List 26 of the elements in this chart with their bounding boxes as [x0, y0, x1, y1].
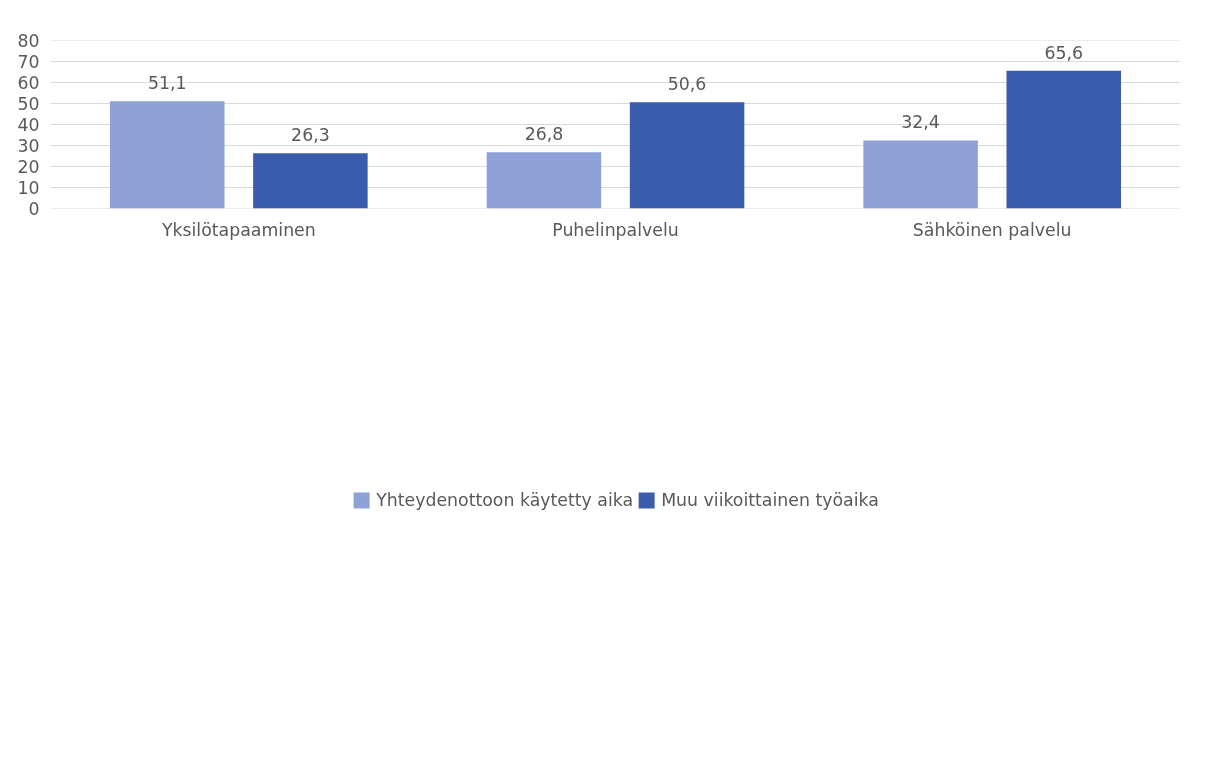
data-label: 50,6 — [667, 74, 707, 95]
x-tick-label: Puhelinpalvelu — [552, 219, 679, 240]
y-tick-label: 40 — [17, 115, 40, 135]
bar — [253, 153, 368, 209]
y-tick-label: 80 — [17, 31, 40, 51]
y-tick-label: 30 — [17, 136, 40, 156]
data-label: 32,4 — [901, 112, 940, 133]
data-label: 26,8 — [524, 124, 564, 145]
y-tick-label: 60 — [17, 73, 40, 93]
y-tick-label: 70 — [17, 52, 40, 72]
y-tick-label: 0 — [28, 199, 40, 219]
y-tick-label: 20 — [17, 157, 40, 177]
bar — [1006, 70, 1121, 209]
legend-label: Muu viikoittainen työaika — [661, 490, 879, 510]
y-tick-label: 10 — [17, 178, 40, 198]
legend-label: Yhteydenottoon käytetty aika — [376, 490, 634, 510]
data-label: 65,6 — [1044, 42, 1084, 63]
data-label: 51,1 — [147, 73, 187, 94]
bar — [486, 152, 602, 209]
data-label: 26,3 — [291, 125, 330, 146]
bar — [629, 102, 745, 209]
x-tick-label: Yksilötapaaminen — [160, 219, 316, 240]
x-tick-label: Sähköinen palvelu — [912, 219, 1072, 240]
y-tick-label: 50 — [17, 94, 40, 114]
bar — [863, 140, 978, 209]
bar — [110, 101, 225, 209]
